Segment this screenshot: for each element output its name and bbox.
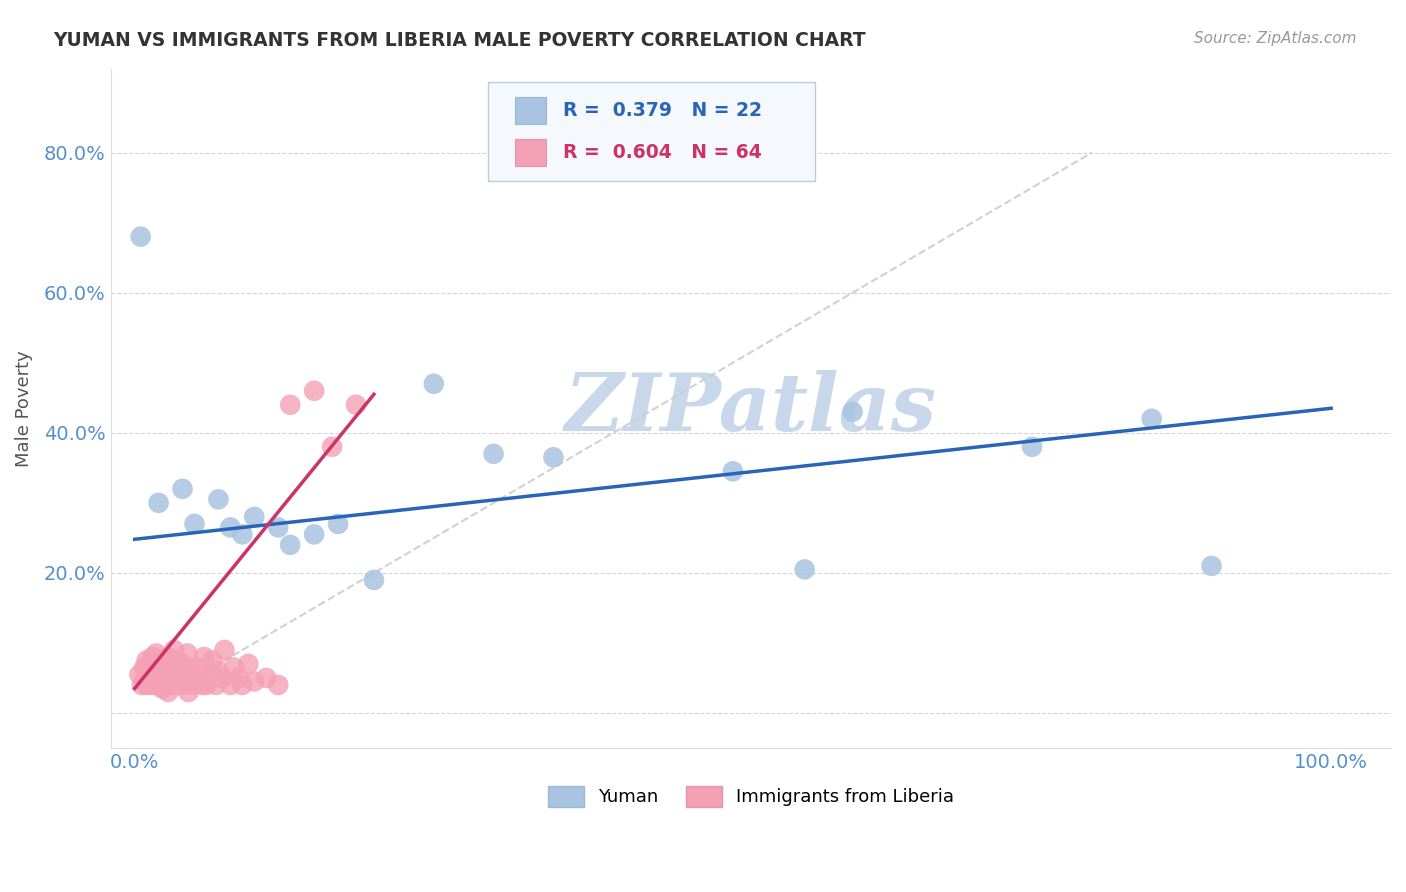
Point (134, 660, 156, 674)
Point (149, 671, 172, 685)
Point (190, 678, 212, 692)
Point (254, 671, 277, 685)
Point (222, 660, 245, 674)
Point (172, 657, 194, 671)
Point (148, 496, 170, 510)
Point (482, 447, 505, 461)
Point (169, 667, 191, 681)
Point (145, 647, 167, 661)
Point (219, 678, 242, 692)
Text: ZIPatlas: ZIPatlas (565, 369, 936, 447)
FancyBboxPatch shape (515, 97, 546, 124)
Point (1201, 558, 1223, 573)
Point (143, 657, 166, 671)
Point (142, 667, 165, 681)
Point (326, 516, 349, 531)
Point (134, 674, 156, 689)
Point (243, 509, 266, 524)
Point (193, 650, 215, 665)
Point (267, 678, 290, 692)
Point (172, 482, 194, 496)
Point (201, 653, 224, 667)
Point (344, 398, 367, 412)
Point (148, 660, 170, 674)
Point (172, 678, 194, 692)
Point (195, 678, 218, 692)
Legend: Yuman, Immigrants from Liberia: Yuman, Immigrants from Liberia (540, 779, 962, 814)
Point (214, 643, 236, 657)
Point (278, 398, 301, 412)
Point (278, 538, 301, 552)
Text: R =  0.604   N = 64: R = 0.604 N = 64 (562, 144, 762, 162)
Point (181, 674, 204, 689)
Point (153, 678, 176, 692)
Point (176, 647, 198, 661)
Point (159, 660, 181, 674)
Point (231, 527, 253, 541)
Point (165, 678, 187, 692)
Point (142, 650, 165, 665)
Point (150, 681, 173, 696)
Point (363, 573, 385, 587)
Text: Source: ZipAtlas.com: Source: ZipAtlas.com (1194, 31, 1357, 46)
Point (243, 674, 266, 689)
Point (129, 229, 152, 244)
Point (841, 405, 863, 419)
Text: YUMAN VS IMMIGRANTS FROM LIBERIA MALE POVERTY CORRELATION CHART: YUMAN VS IMMIGRANTS FROM LIBERIA MALE PO… (53, 31, 866, 50)
Point (153, 653, 176, 667)
Point (167, 678, 190, 692)
Point (145, 678, 167, 692)
Point (148, 678, 170, 692)
Point (211, 671, 233, 685)
Point (188, 671, 211, 685)
Point (793, 562, 815, 576)
Point (321, 440, 343, 454)
Point (1140, 411, 1163, 425)
Point (183, 678, 205, 692)
Point (228, 671, 250, 685)
Point (302, 527, 325, 541)
Point (186, 660, 208, 674)
Point (142, 674, 165, 689)
Point (166, 664, 188, 678)
Point (207, 492, 229, 507)
Point (543, 450, 565, 465)
Y-axis label: Male Poverty: Male Poverty (15, 350, 32, 467)
Point (157, 685, 180, 699)
Point (135, 653, 157, 667)
Point (183, 516, 205, 531)
Point (238, 657, 260, 671)
Point (162, 671, 184, 685)
Point (156, 667, 179, 681)
Point (166, 653, 188, 667)
Point (179, 664, 201, 678)
Point (1021, 440, 1043, 454)
Point (231, 678, 253, 692)
Point (157, 650, 180, 665)
Point (219, 520, 242, 534)
Point (139, 664, 162, 678)
Point (198, 667, 221, 681)
Point (205, 678, 228, 692)
Point (207, 664, 229, 678)
FancyBboxPatch shape (488, 82, 815, 181)
Point (131, 678, 153, 692)
Point (302, 384, 325, 398)
Point (267, 520, 290, 534)
Point (138, 671, 160, 685)
Point (135, 678, 157, 692)
FancyBboxPatch shape (515, 139, 546, 167)
Point (128, 667, 150, 681)
Point (159, 678, 181, 692)
Text: R =  0.379   N = 22: R = 0.379 N = 22 (562, 101, 762, 120)
Point (163, 643, 186, 657)
Point (174, 671, 197, 685)
Point (177, 685, 200, 699)
Point (721, 464, 744, 478)
Point (423, 376, 446, 391)
Point (141, 678, 163, 692)
